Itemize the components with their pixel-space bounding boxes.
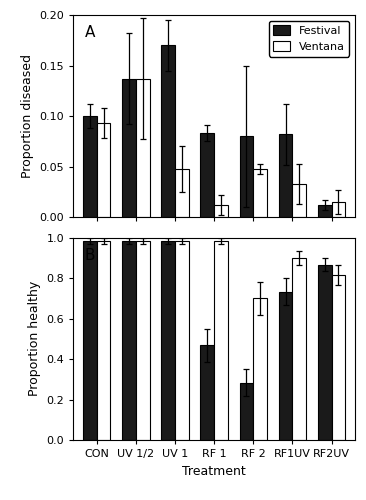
Bar (175, 241, 188, 440)
Bar (279, 134, 292, 218)
Text: A: A (85, 25, 95, 40)
Bar (97, 241, 111, 440)
Bar (253, 298, 267, 440)
Bar (292, 258, 306, 440)
Bar (240, 382, 253, 440)
Bar (122, 78, 136, 218)
Bar (161, 241, 175, 440)
Y-axis label: Proportion healthy: Proportion healthy (28, 281, 41, 396)
Bar (253, 169, 267, 218)
Legend: Festival, Ventana: Festival, Ventana (269, 20, 350, 57)
Bar (83, 241, 97, 440)
Bar (318, 205, 332, 218)
Bar (332, 202, 345, 218)
Bar (318, 264, 332, 440)
Bar (83, 116, 97, 218)
Bar (214, 241, 228, 440)
Bar (332, 274, 345, 440)
Bar (279, 292, 292, 440)
Bar (201, 346, 214, 440)
X-axis label: Treatment: Treatment (182, 464, 246, 477)
Bar (136, 241, 150, 440)
Y-axis label: Proportion diseased: Proportion diseased (21, 54, 34, 178)
Bar (201, 134, 214, 218)
Bar (292, 184, 306, 218)
Bar (122, 241, 136, 440)
Bar (175, 169, 188, 218)
Text: B: B (85, 248, 95, 262)
Bar (240, 136, 253, 218)
Bar (97, 124, 111, 218)
Bar (136, 78, 150, 218)
Bar (161, 46, 175, 218)
Bar (214, 205, 228, 218)
